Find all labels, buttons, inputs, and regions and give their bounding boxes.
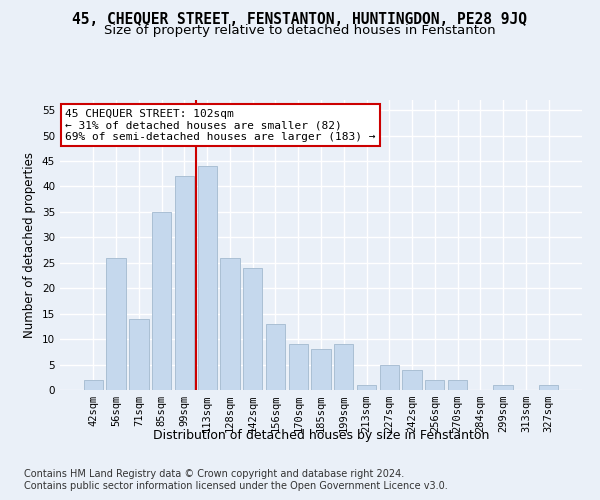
Bar [493, 385, 513, 390]
Bar [266, 324, 285, 390]
Bar [152, 212, 172, 390]
Bar [106, 258, 126, 390]
Text: Distribution of detached houses by size in Fenstanton: Distribution of detached houses by size … [153, 428, 489, 442]
Text: Contains public sector information licensed under the Open Government Licence v3: Contains public sector information licen… [24, 481, 448, 491]
Bar [84, 380, 103, 390]
Bar [403, 370, 422, 390]
Bar [129, 319, 149, 390]
Bar [311, 350, 331, 390]
Bar [425, 380, 445, 390]
Bar [197, 166, 217, 390]
Bar [539, 385, 558, 390]
Text: Contains HM Land Registry data © Crown copyright and database right 2024.: Contains HM Land Registry data © Crown c… [24, 469, 404, 479]
Bar [357, 385, 376, 390]
Bar [448, 380, 467, 390]
Bar [289, 344, 308, 390]
Text: 45, CHEQUER STREET, FENSTANTON, HUNTINGDON, PE28 9JQ: 45, CHEQUER STREET, FENSTANTON, HUNTINGD… [73, 12, 527, 28]
Text: 45 CHEQUER STREET: 102sqm
← 31% of detached houses are smaller (82)
69% of semi-: 45 CHEQUER STREET: 102sqm ← 31% of detac… [65, 108, 376, 142]
Bar [243, 268, 262, 390]
Bar [334, 344, 353, 390]
Y-axis label: Number of detached properties: Number of detached properties [23, 152, 37, 338]
Bar [175, 176, 194, 390]
Text: Size of property relative to detached houses in Fenstanton: Size of property relative to detached ho… [104, 24, 496, 37]
Bar [220, 258, 239, 390]
Bar [380, 364, 399, 390]
